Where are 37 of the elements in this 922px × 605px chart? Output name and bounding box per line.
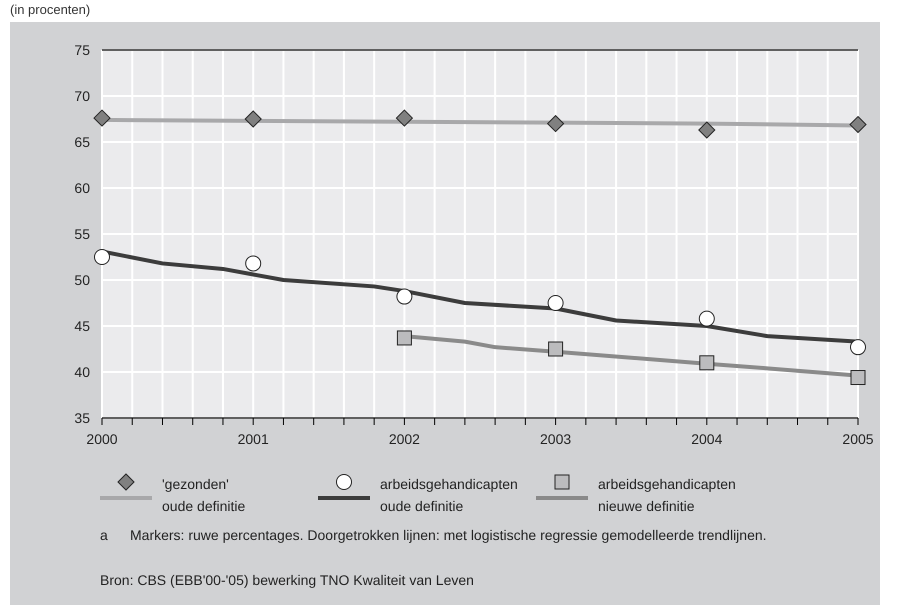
y-tick-label: 65 [74,134,90,150]
point [396,110,413,127]
point [699,355,714,370]
point [244,110,262,128]
x-tick-label: 2002 [388,431,420,447]
x-tick-label: 2000 [86,431,118,447]
point [245,255,262,272]
point [548,342,564,356]
y-tick-label: 45 [74,318,90,334]
y-tick-label: 55 [74,226,90,242]
y-tick-label: 50 [74,272,90,288]
x-tick-label: 2005 [842,431,874,447]
y-tick-label: 60 [74,180,90,196]
y-tick-label: 40 [74,364,90,380]
x-tick-label: 2004 [691,431,723,447]
y-tick-label: 70 [74,88,90,104]
point [548,295,564,311]
point [396,330,412,346]
y-tick-label: 75 [74,42,90,58]
chart-subtitle: (in procenten) [10,2,90,17]
legend-label: arbeidsgehandicapten oude definitie [380,476,518,514]
point [850,370,866,386]
legend-label: arbeidsgehandicapten nieuwe definitie [598,476,736,514]
x-tick-label: 2003 [540,431,572,447]
x-tick-label: 2001 [238,431,269,447]
legend-label: 'gezonden' oude definitie [162,476,246,514]
point [94,249,110,265]
point [94,110,110,127]
text: Bron: CBS (EBB'00-'05) bewerking TNO Kwaliteit van Leven [100,572,474,588]
point [850,116,866,134]
point [396,288,412,305]
point [547,115,564,132]
y-tick-label: 35 [74,410,90,426]
point [698,122,716,139]
point [850,339,866,356]
text: a Markers: ruwe percentages. Doorgetrokken lijnen: met logistische regressie gemodelleerde trendlijnen. [100,527,767,543]
point [698,310,715,327]
